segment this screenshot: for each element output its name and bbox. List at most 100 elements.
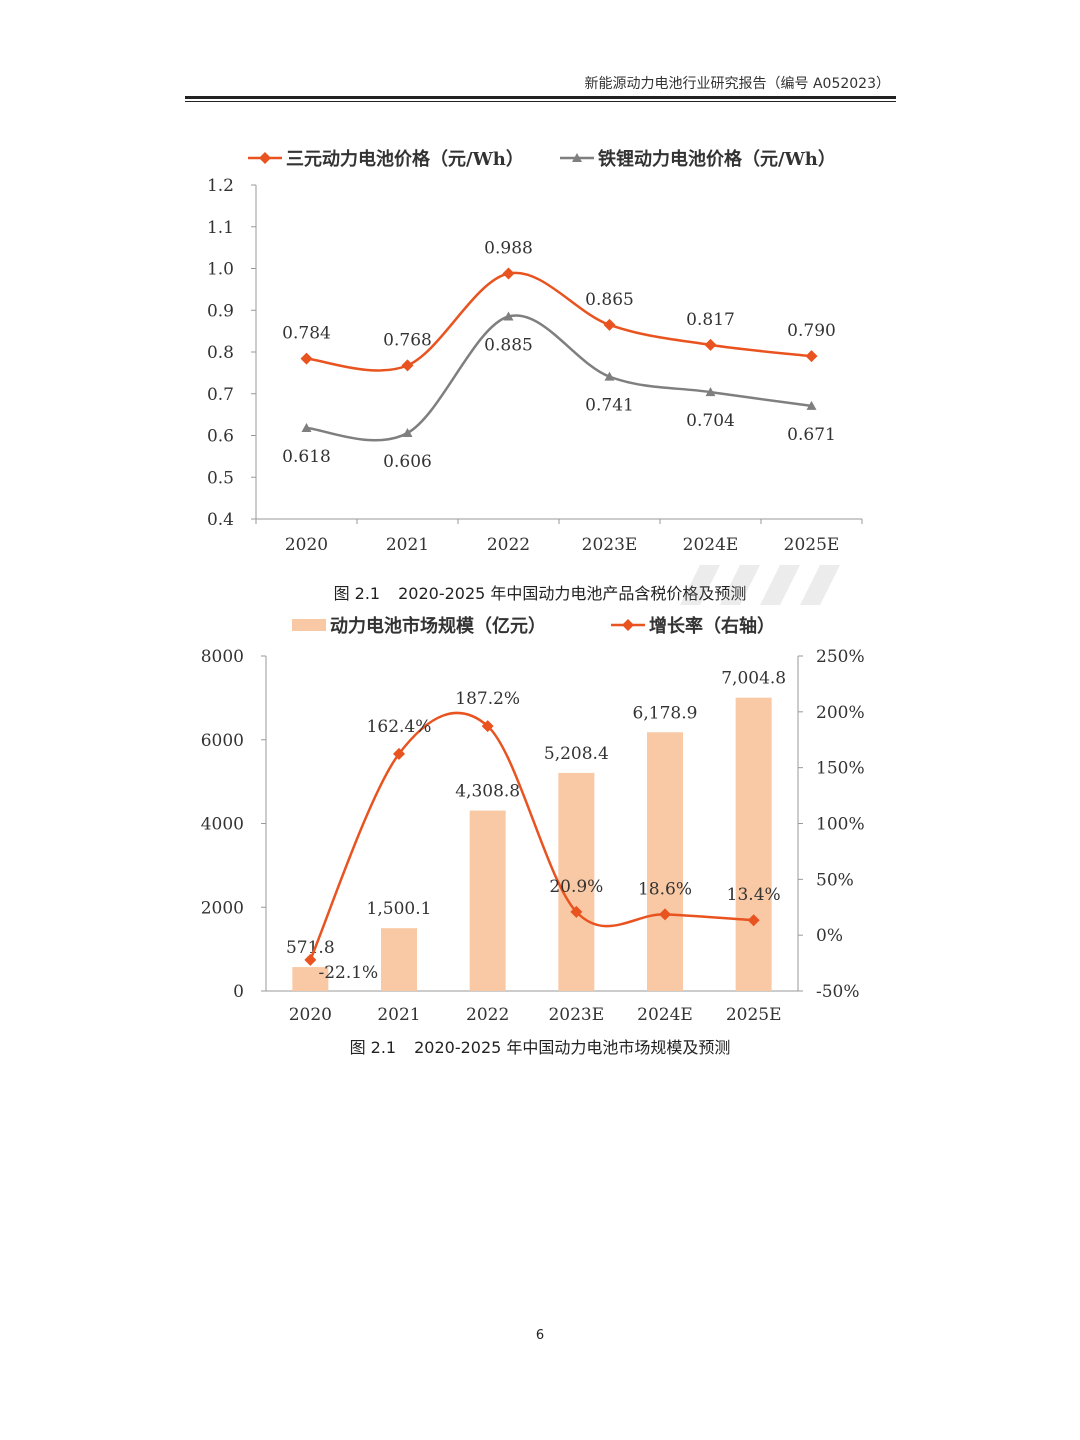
x-tick-label: 2025E: [784, 535, 840, 555]
y-tick-label: 1.1: [207, 218, 234, 238]
x-tick-label: 2022: [466, 1005, 509, 1025]
data-label-ternary: 0.817: [686, 310, 735, 330]
bar-data-label: 4,308.8: [455, 782, 520, 802]
caption-text: 2020-2025 年中国动力电池产品含税价格及预测: [398, 584, 747, 603]
legend-marker-growth: [622, 619, 634, 631]
data-label-lfp: 0.618: [282, 447, 331, 467]
x-tick-label: 2020: [285, 535, 328, 555]
data-label-ternary: 0.865: [585, 290, 634, 310]
data-point-ternary: [502, 267, 515, 280]
data-label-ternary: 0.784: [282, 324, 331, 344]
caption-number: 图 2.1: [349, 1038, 397, 1057]
right-y-tick-label: 150%: [816, 759, 865, 779]
bar-market-size: [292, 967, 329, 991]
growth-data-point: [481, 720, 494, 733]
data-label-lfp: 0.704: [686, 411, 735, 431]
x-tick-label: 2023E: [582, 535, 638, 555]
right-y-tick-label: 100%: [816, 815, 865, 835]
x-tick-label: 2024E: [683, 535, 739, 555]
data-label-lfp: 0.741: [585, 396, 634, 416]
bar-data-label: 6,178.9: [633, 703, 698, 723]
growth-data-point: [304, 953, 317, 966]
x-tick-label: 2024E: [637, 1005, 693, 1025]
legend-label-lfp: 铁锂动力电池价格（元/Wh）: [598, 148, 836, 170]
x-tick-label: 2022: [487, 535, 530, 555]
market-size-chart: 0 2000 4000 6000 8000 -50% 0% 50% 100% 150% 200% 25…: [201, 615, 865, 1025]
data-point-ternary: [704, 338, 717, 351]
header-rule-thin: [185, 101, 896, 102]
bar-data-label: 1,500.1: [367, 899, 432, 919]
left-y-tick-label: 0: [233, 982, 244, 1002]
y-tick-label: 1.0: [207, 260, 234, 280]
legend-label-market-size: 动力电池市场规模（亿元）: [330, 615, 546, 637]
data-label-lfp: 0.671: [787, 425, 836, 445]
header-rule-thick: [185, 96, 896, 99]
y-tick-label: 0.5: [207, 468, 234, 488]
left-y-tick-label: 2000: [201, 898, 244, 918]
bar-market-size: [469, 810, 506, 991]
series-line-lfp: [306, 314, 812, 442]
y-tick-label: 0.9: [207, 301, 234, 321]
x-tick-label: 2021: [386, 535, 429, 555]
caption-price-chart: 图 2.1 2020-2025 年中国动力电池产品含税价格及预测: [0, 580, 1080, 604]
caption-number: 图 2.1: [333, 584, 381, 603]
x-tick-label: 2025E: [726, 1005, 782, 1025]
growth-rate-line: [309, 711, 754, 961]
data-point-ternary: [805, 350, 818, 363]
right-y-tick-label: 50%: [816, 870, 854, 890]
right-y-tick-label: -50%: [816, 982, 860, 1002]
right-y-tick-label: 200%: [816, 703, 865, 723]
data-point-lfp: [503, 311, 514, 321]
y-tick-label: 0.4: [207, 510, 234, 530]
data-label-ternary: 0.988: [484, 239, 533, 259]
growth-data-point: [747, 914, 760, 927]
growth-data-label: 18.6%: [638, 879, 692, 899]
data-point-lfp: [705, 387, 716, 397]
y-tick-label: 0.6: [207, 427, 234, 447]
data-label-lfp: 0.885: [484, 336, 533, 356]
y-tick-label: 0.8: [207, 343, 234, 363]
x-tick-label: 2020: [289, 1005, 332, 1025]
bar-market-size: [558, 772, 595, 991]
series-line-ternary: [306, 271, 812, 372]
bar-data-label: 7,004.8: [721, 669, 786, 689]
price-line-chart: 0.4 0.5 0.6 0.7 0.8 0.9 1.0 1.1 1.2 2020 2021 2022 2…: [207, 148, 863, 555]
caption-text: 2020-2025 年中国动力电池市场规模及预测: [414, 1038, 731, 1057]
legend-swatch-market-size: [292, 619, 326, 631]
caption-market-chart: 图 2.1 2020-2025 年中国动力电池市场规模及预测: [0, 1034, 1080, 1058]
bar-data-label: 5,208.4: [544, 744, 609, 764]
left-y-tick-label: 6000: [201, 731, 244, 751]
data-point-lfp: [402, 427, 413, 437]
data-point-ternary: [603, 318, 616, 331]
left-y-tick-label: 8000: [201, 647, 244, 667]
legend-marker-ternary: [259, 152, 271, 164]
data-label-ternary: 0.768: [383, 330, 432, 350]
growth-data-label: 187.2%: [455, 689, 520, 709]
growth-data-point: [393, 747, 405, 760]
legend-label-ternary: 三元动力电池价格（元/Wh）: [286, 148, 524, 170]
left-y-tick-label: 4000: [201, 815, 244, 835]
watermark-stripes: [680, 565, 840, 605]
data-label-lfp: 0.606: [383, 452, 432, 472]
y-tick-label: 1.2: [207, 176, 234, 196]
x-tick-label: 2021: [377, 1005, 420, 1025]
data-point-ternary: [401, 359, 414, 372]
bar-data-label: 571.8: [286, 938, 335, 958]
page-number: 6: [535, 1328, 545, 1343]
data-point-lfp: [604, 371, 615, 381]
growth-data-label: 13.4%: [727, 885, 781, 905]
data-point-ternary: [300, 352, 313, 365]
right-y-tick-label: 0%: [816, 926, 843, 946]
y-tick-label: 0.7: [207, 385, 234, 405]
legend-label-growth: 增长率（右轴）: [649, 615, 775, 637]
bar-market-size: [735, 697, 772, 991]
growth-data-point: [570, 905, 583, 918]
data-point-lfp: [806, 400, 817, 410]
growth-data-label: 20.9%: [549, 877, 603, 897]
bar-market-size: [381, 928, 417, 991]
x-tick-label: 2023E: [548, 1005, 604, 1025]
growth-data-point: [659, 908, 671, 921]
data-point-lfp: [301, 422, 312, 432]
bar-market-size: [647, 732, 683, 991]
header-title: 新能源动力电池行业研究报告（编号 A052023）: [584, 76, 890, 92]
